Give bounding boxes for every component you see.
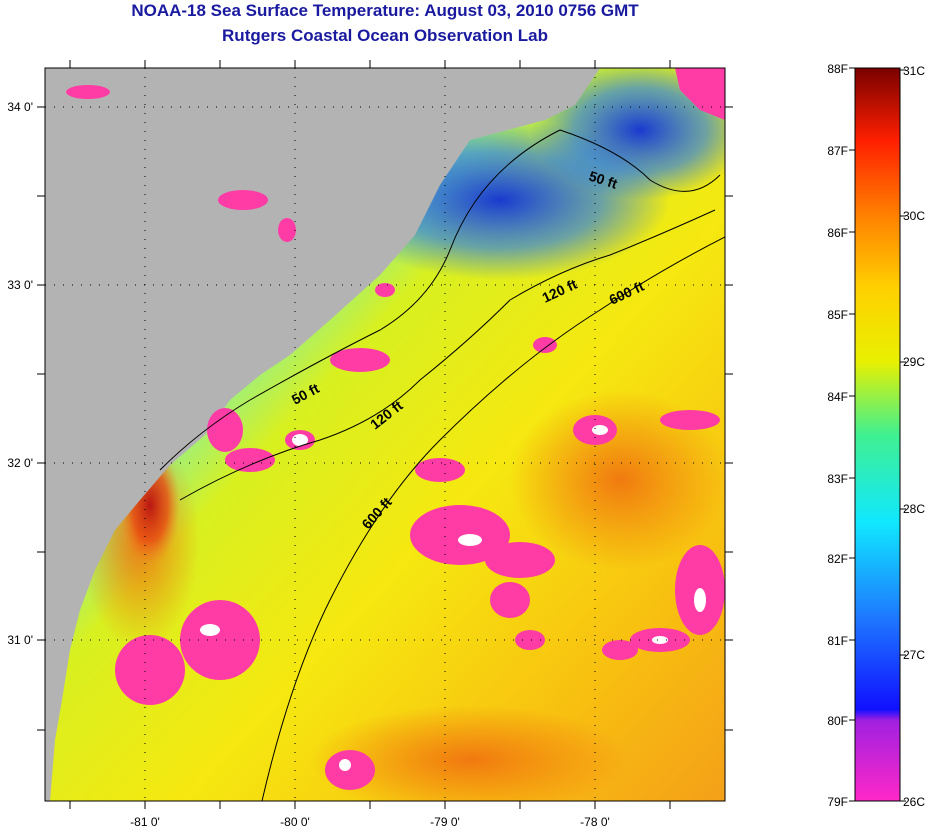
- cloud-mask: [66, 68, 725, 790]
- colorbar-c-label: 28C: [903, 502, 925, 516]
- lat-label: 34 0': [7, 100, 33, 114]
- warm-water-region: [510, 390, 725, 570]
- contour-600ft: [261, 236, 725, 801]
- map-subtitle: Rutgers Coastal Ocean Observation Lab: [222, 26, 548, 45]
- map-area: 50 ft 120 ft 600 ft 50 ft 120 ft 600 ft: [45, 68, 725, 801]
- lat-label: 32 0': [7, 456, 33, 470]
- lon-label: -80 0': [280, 815, 310, 829]
- contour-50ft: [159, 129, 721, 471]
- colorbar-f-label: 79F: [827, 795, 848, 809]
- colorbar: [854, 67, 901, 802]
- no-data-specks: [200, 425, 706, 771]
- colorbar-c-label: 30C: [903, 209, 925, 223]
- land-mass: [45, 68, 600, 801]
- latitude-labels: 34 0' 33 0' 32 0' 31 0': [7, 100, 33, 647]
- lon-label: -78 0': [580, 815, 610, 829]
- cold-water-region: [530, 68, 725, 200]
- colorbar-f-label: 83F: [827, 472, 848, 486]
- lat-label: 31 0': [7, 633, 33, 647]
- colorbar-f-label: 82F: [827, 552, 848, 566]
- colorbar-f-label: 81F: [827, 634, 848, 648]
- colorbar-f-label: 88F: [827, 62, 848, 76]
- colorbar-f-label: 80F: [827, 714, 848, 728]
- lat-label: 33 0': [7, 278, 33, 292]
- warm-water-region: [310, 705, 630, 801]
- colorbar-f-label: 85F: [827, 308, 848, 322]
- map-frame: [44, 67, 726, 802]
- longitude-labels: -81 0' -80 0' -79 0' -78 0': [130, 815, 610, 829]
- map-title: NOAA-18 Sea Surface Temperature: August …: [131, 1, 639, 20]
- colorbar-f-label: 86F: [827, 226, 848, 240]
- colorbar-celsius-labels: 31C 30C 29C 28C 27C 26C: [903, 64, 925, 809]
- colorbar-c-label: 26C: [903, 795, 925, 809]
- colorbar-f-label: 87F: [827, 144, 848, 158]
- colorbar-fahrenheit-labels: 88F 87F 86F 85F 84F 83F 82F 81F 80F 79F: [827, 62, 848, 809]
- colorbar-c-label: 31C: [903, 64, 925, 78]
- lon-label: -79 0': [430, 815, 460, 829]
- lon-label: -81 0': [130, 815, 160, 829]
- colorbar-f-label: 84F: [827, 390, 848, 404]
- colorbar-ticks: [849, 67, 906, 802]
- depth-contours: [159, 129, 725, 801]
- axis-ticks: [37, 60, 733, 809]
- colorbar-c-label: 29C: [903, 355, 925, 369]
- contour-120ft: [179, 209, 716, 501]
- colorbar-c-label: 27C: [903, 648, 925, 662]
